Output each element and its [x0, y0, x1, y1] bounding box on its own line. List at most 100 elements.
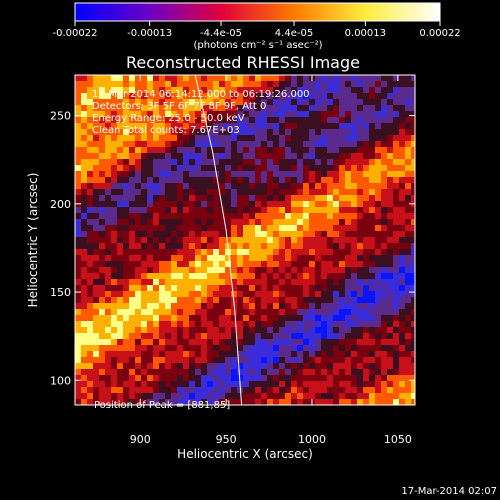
heatmap-cell [285, 285, 291, 291]
heatmap-cell [177, 273, 183, 279]
heatmap-cell [267, 315, 273, 321]
heatmap-cell [315, 231, 321, 237]
heatmap-cell [231, 249, 237, 255]
heatmap-cell [339, 375, 345, 381]
heatmap-cell [345, 195, 351, 201]
heatmap-cell [387, 87, 393, 93]
heatmap-cell [195, 225, 201, 231]
heatmap-cell [141, 141, 147, 147]
heatmap-cell [369, 387, 375, 393]
heatmap-cell [93, 129, 99, 135]
heatmap-cell [333, 195, 339, 201]
heatmap-cell [93, 147, 99, 153]
heatmap-cell [147, 87, 153, 93]
heatmap-cell [165, 93, 171, 99]
heatmap-cell [381, 213, 387, 219]
heatmap-cell [339, 399, 345, 405]
heatmap-cell [315, 207, 321, 213]
heatmap-cell [201, 333, 207, 339]
heatmap-cell [219, 315, 225, 321]
heatmap-cell [153, 207, 159, 213]
heatmap-cell [81, 297, 87, 303]
heatmap-cell [315, 369, 321, 375]
heatmap-cell [147, 93, 153, 99]
heatmap-cell [243, 249, 249, 255]
heatmap-cell [105, 183, 111, 189]
heatmap-cell [237, 315, 243, 321]
heatmap-cell [387, 93, 393, 99]
heatmap-cell [81, 129, 87, 135]
heatmap-cell [345, 213, 351, 219]
heatmap-cell [105, 243, 111, 249]
heatmap-cell [273, 141, 279, 147]
heatmap-cell [243, 321, 249, 327]
heatmap-cell [135, 81, 141, 87]
heatmap-cell [171, 231, 177, 237]
heatmap-cell [231, 393, 237, 399]
heatmap-cell [297, 123, 303, 129]
heatmap-cell [327, 87, 333, 93]
heatmap-cell [405, 189, 411, 195]
heatmap-cell [117, 189, 123, 195]
heatmap-cell [147, 135, 153, 141]
heatmap-cell [219, 153, 225, 159]
heatmap-cell [285, 303, 291, 309]
heatmap-cell [399, 279, 405, 285]
heatmap-cell [249, 141, 255, 147]
heatmap-cell [75, 141, 81, 147]
heatmap-cell [141, 135, 147, 141]
x-tick-label: 950 [216, 433, 237, 446]
heatmap-cell [327, 255, 333, 261]
heatmap-cell [159, 393, 165, 399]
heatmap-cell [327, 297, 333, 303]
heatmap-cell [267, 387, 273, 393]
heatmap-cell [183, 195, 189, 201]
heatmap-cell [297, 249, 303, 255]
heatmap-cell [315, 291, 321, 297]
heatmap-cell [327, 279, 333, 285]
heatmap-cell [303, 225, 309, 231]
heatmap-cell [291, 303, 297, 309]
heatmap-cell [195, 183, 201, 189]
heatmap-cell [249, 333, 255, 339]
heatmap-cell [243, 81, 249, 87]
heatmap-cell [411, 321, 415, 327]
heatmap-cell [315, 399, 321, 405]
heatmap-cell [411, 147, 415, 153]
heatmap-cell [231, 147, 237, 153]
heatmap-cell [117, 159, 123, 165]
heatmap-cell [123, 111, 129, 117]
heatmap-cell [183, 249, 189, 255]
heatmap-cell [249, 291, 255, 297]
heatmap-cell [243, 165, 249, 171]
heatmap-cell [279, 171, 285, 177]
heatmap-cell [243, 75, 249, 81]
heatmap-cell [261, 267, 267, 273]
heatmap-cell [285, 363, 291, 369]
heatmap-cell [159, 261, 165, 267]
heatmap-cell [93, 255, 99, 261]
heatmap-cell [351, 159, 357, 165]
heatmap-cell [369, 213, 375, 219]
heatmap-cell [183, 219, 189, 225]
heatmap-cell [201, 261, 207, 267]
heatmap-cell [351, 309, 357, 315]
heatmap-cell [189, 225, 195, 231]
heatmap-cell [93, 123, 99, 129]
heatmap-cell [249, 87, 255, 93]
heatmap-cell [387, 183, 393, 189]
heatmap-cell [129, 201, 135, 207]
heatmap-cell [201, 117, 207, 123]
heatmap-cell [129, 219, 135, 225]
heatmap-cell [255, 327, 261, 333]
heatmap-cell [363, 237, 369, 243]
heatmap-cell [411, 363, 415, 369]
heatmap-cell [309, 255, 315, 261]
heatmap-cell [129, 123, 135, 129]
heatmap-cell [99, 381, 105, 387]
heatmap-cell [381, 279, 387, 285]
heatmap-cell [111, 303, 117, 309]
heatmap-cell [201, 129, 207, 135]
heatmap-cell [321, 363, 327, 369]
heatmap-cell [159, 243, 165, 249]
